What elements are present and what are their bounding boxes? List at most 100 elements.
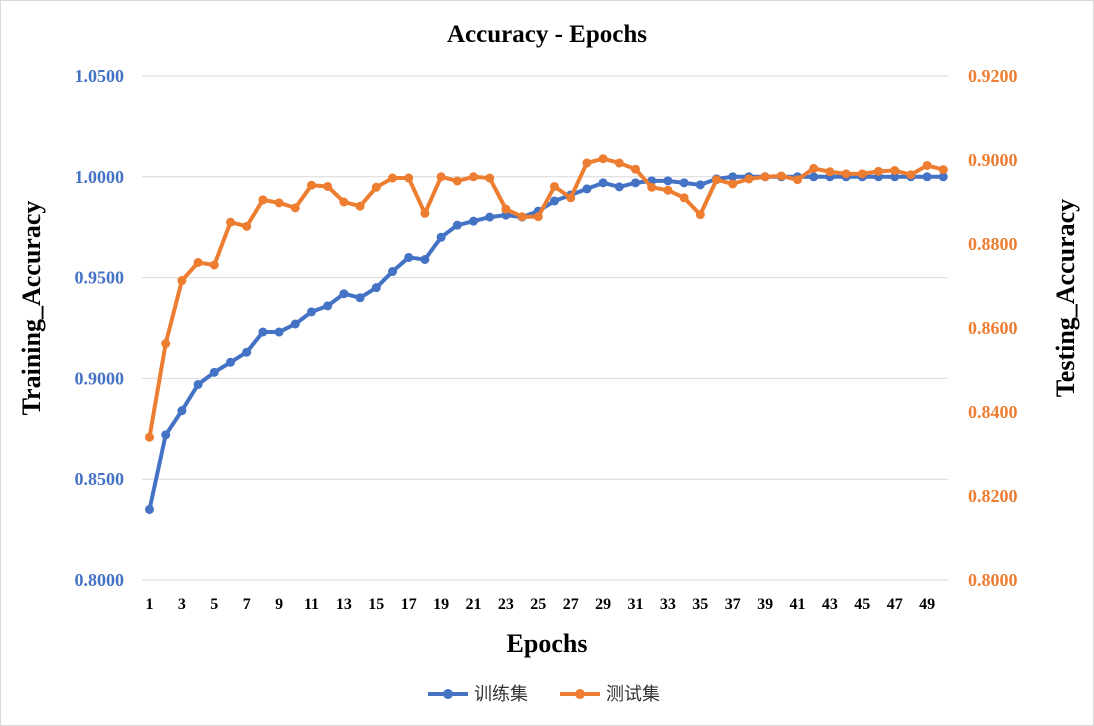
legend-label: 训练集 (474, 684, 528, 705)
x-tick-label: 1 (146, 596, 154, 613)
data-point (355, 293, 365, 303)
x-tick-label: 35 (692, 596, 708, 613)
series-testing (145, 154, 948, 442)
x-tick-label: 11 (304, 596, 319, 613)
data-point (647, 182, 657, 192)
data-point (404, 173, 414, 183)
y-right-tick-label: 0.9000 (968, 150, 1018, 170)
y-axis-left-title: Training_Accuracy (17, 201, 46, 416)
data-point (209, 260, 219, 270)
data-point (290, 203, 300, 213)
y-left-tick-label: 0.9000 (75, 368, 125, 388)
data-point (307, 180, 316, 190)
data-point (793, 175, 802, 185)
legend-marker (443, 689, 453, 699)
data-point (371, 283, 381, 293)
data-point (161, 339, 171, 349)
data-point (890, 166, 900, 175)
data-point (501, 204, 511, 214)
data-point (614, 158, 624, 168)
data-point (177, 276, 187, 286)
x-axis-ticks: 1 3 5 7 9 11 13 15 17 19 21 23 25 27 29 31 33 35 37 39 41 43 4… (146, 596, 936, 613)
data-point (436, 172, 446, 182)
data-point (663, 185, 673, 195)
x-tick-label: 41 (790, 596, 806, 613)
x-tick-label: 23 (498, 596, 514, 613)
y-right-tick-label: 0.8200 (968, 486, 1018, 506)
data-point (145, 432, 154, 442)
data-point (242, 347, 252, 357)
data-point (485, 212, 495, 222)
data-point (388, 267, 397, 277)
y-left-tick-label: 0.8500 (75, 469, 125, 489)
data-point (598, 178, 608, 188)
x-tick-label: 27 (563, 596, 579, 613)
data-point (339, 289, 349, 299)
data-point (274, 198, 284, 208)
data-point (679, 193, 689, 203)
legend-label: 测试集 (606, 684, 660, 705)
data-point (906, 170, 916, 180)
x-tick-label: 33 (660, 596, 676, 613)
data-point (452, 220, 462, 230)
data-point (809, 172, 819, 182)
data-point (323, 181, 333, 191)
data-point (469, 172, 478, 182)
data-point (452, 176, 462, 186)
x-tick-label: 13 (336, 596, 352, 613)
data-point (323, 301, 333, 311)
data-point (760, 172, 770, 182)
data-point (420, 208, 430, 218)
x-tick-label: 15 (368, 596, 384, 613)
data-point (582, 184, 592, 194)
x-tick-label: 31 (628, 596, 644, 613)
x-tick-label: 7 (243, 596, 251, 613)
x-tick-label: 37 (725, 596, 741, 613)
y-right-tick-label: 0.8600 (968, 318, 1018, 338)
x-tick-label: 19 (433, 596, 449, 613)
data-point (404, 252, 414, 262)
data-point (485, 173, 495, 183)
x-axis-title: Epochs (507, 629, 588, 658)
right-axis-ticks: 0.8000 0.8200 0.8400 0.8600 0.8800 0.9000 0.92… (968, 66, 1018, 590)
legend-marker (575, 689, 585, 699)
data-point (355, 201, 365, 211)
data-point (177, 406, 187, 416)
data-point (193, 379, 203, 389)
x-tick-label: 49 (919, 596, 935, 613)
data-point (161, 430, 171, 440)
y-left-tick-label: 0.8000 (75, 570, 125, 590)
x-tick-label: 9 (275, 596, 283, 613)
data-point (922, 160, 932, 170)
data-point (258, 327, 268, 337)
data-point (922, 172, 932, 182)
left-axis-ticks: 0.8000 0.8500 0.9000 0.9500 1.0000 1.0500 (75, 66, 125, 590)
data-point (598, 154, 608, 164)
data-point (436, 232, 446, 242)
data-point (695, 180, 705, 190)
data-point (728, 179, 738, 189)
legend: 训练集 测试集 (428, 684, 660, 705)
data-point (469, 216, 478, 226)
x-tick-label: 39 (757, 596, 773, 613)
data-point (371, 182, 381, 192)
x-tick-label: 45 (854, 596, 870, 613)
data-point (631, 164, 640, 174)
data-point (695, 210, 705, 220)
data-point (550, 196, 559, 206)
data-point (938, 165, 948, 175)
y-left-tick-label: 1.0500 (75, 66, 125, 86)
data-point (550, 181, 559, 191)
data-point (226, 217, 235, 227)
data-point (533, 212, 543, 222)
data-point (193, 257, 203, 267)
data-point (679, 178, 689, 188)
x-tick-label: 5 (210, 596, 218, 613)
data-point (631, 178, 640, 188)
data-point (809, 163, 819, 173)
x-tick-label: 17 (401, 596, 417, 613)
data-point (776, 171, 786, 181)
series-layer (145, 154, 948, 514)
data-point (339, 197, 349, 207)
